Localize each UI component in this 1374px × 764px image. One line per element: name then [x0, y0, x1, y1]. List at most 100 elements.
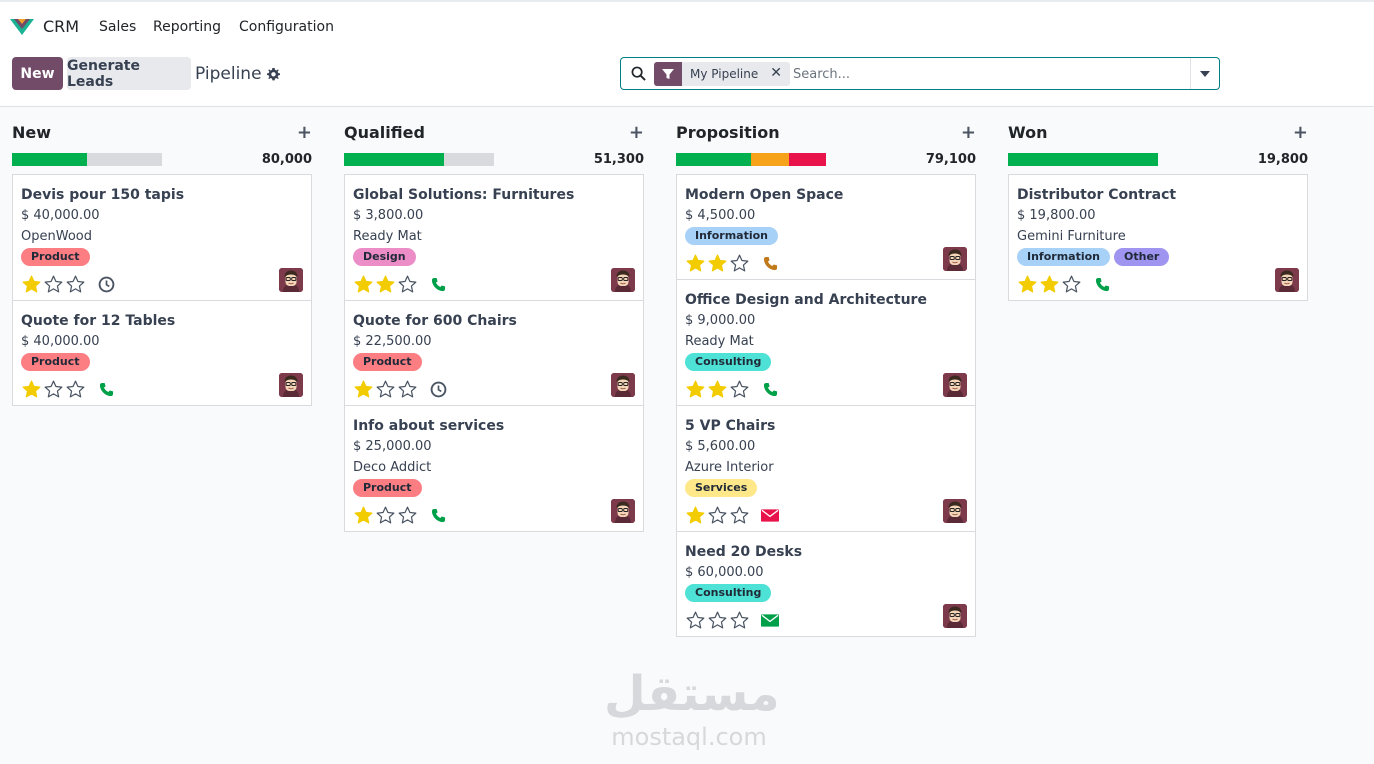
progress-segment[interactable]	[788, 153, 826, 166]
star-filled-icon[interactable]	[1017, 274, 1038, 295]
generate-leads-button[interactable]: Generate Leads	[67, 57, 191, 90]
star-empty-icon[interactable]	[375, 505, 396, 526]
star-filled-icon[interactable]	[375, 274, 396, 295]
star-empty-icon[interactable]	[685, 610, 706, 631]
avatar[interactable]	[279, 373, 303, 397]
crm-logo-icon[interactable]	[9, 17, 35, 37]
search-icon[interactable]	[631, 66, 646, 81]
clock-icon[interactable]	[97, 275, 115, 293]
phone-icon[interactable]	[761, 380, 779, 398]
search-facet: My Pipeline ✕	[654, 62, 790, 86]
star-empty-icon[interactable]	[729, 610, 750, 631]
star-empty-icon[interactable]	[65, 274, 86, 295]
star-empty-icon[interactable]	[1061, 274, 1082, 295]
phone-icon[interactable]	[1093, 275, 1111, 293]
column-progress: 51,300	[344, 146, 644, 174]
star-empty-icon[interactable]	[707, 610, 728, 631]
star-empty-icon[interactable]	[43, 274, 64, 295]
avatar[interactable]	[943, 247, 967, 271]
phone-icon[interactable]	[429, 506, 447, 524]
lead-card[interactable]: 5 VP Chairs $ 5,600.00 Azure Interior Servi…	[677, 406, 975, 532]
star-filled-icon[interactable]	[21, 274, 42, 295]
star-empty-icon[interactable]	[375, 379, 396, 400]
star-empty-icon[interactable]	[397, 505, 418, 526]
avatar[interactable]	[611, 268, 635, 292]
star-filled-icon[interactable]	[685, 379, 706, 400]
avatar[interactable]	[279, 268, 303, 292]
phone-icon[interactable]	[97, 380, 115, 398]
clock-icon[interactable]	[429, 380, 447, 398]
plus-icon[interactable]: +	[628, 122, 644, 143]
star-empty-icon[interactable]	[729, 253, 750, 274]
lead-card[interactable]: Info about services $ 25,000.00 Deco Addic…	[345, 406, 643, 531]
star-filled-icon[interactable]	[353, 379, 374, 400]
lead-card[interactable]: Modern Open Space $ 4,500.00 Information	[677, 175, 975, 280]
star-filled-icon[interactable]	[707, 379, 728, 400]
plus-icon[interactable]: +	[960, 122, 976, 143]
new-button[interactable]: New	[12, 57, 63, 90]
progress-segment[interactable]	[751, 153, 789, 166]
plus-icon[interactable]: +	[296, 122, 312, 143]
menu-sales[interactable]: Sales	[99, 19, 137, 35]
control-panel: New Generate Leads Pipeline My Pipeline …	[0, 51, 1374, 107]
star-empty-icon[interactable]	[43, 379, 64, 400]
star-filled-icon[interactable]	[685, 253, 706, 274]
progress-bar[interactable]	[1008, 153, 1158, 166]
lead-card[interactable]: Quote for 12 Tables $ 40,000.00 Product	[13, 301, 311, 405]
progress-bar[interactable]	[12, 153, 162, 166]
chevron-down-icon[interactable]	[1190, 58, 1219, 89]
envelope-red-icon[interactable]	[761, 506, 779, 524]
card-company: Azure Interior	[685, 460, 774, 475]
progress-bar[interactable]	[344, 153, 494, 166]
star-filled-icon[interactable]	[707, 253, 728, 274]
avatar[interactable]	[611, 499, 635, 523]
star-filled-icon[interactable]	[1039, 274, 1060, 295]
star-empty-icon[interactable]	[397, 274, 418, 295]
plus-icon[interactable]: +	[1292, 122, 1308, 143]
star-filled-icon[interactable]	[353, 274, 374, 295]
tag-badge: Consulting	[685, 584, 772, 602]
lead-card[interactable]: Global Solutions: Furnitures $ 3,800.00 Re…	[345, 175, 643, 301]
progress-bar[interactable]	[676, 153, 826, 166]
tag-badge: Information	[1017, 248, 1110, 266]
gear-icon[interactable]	[266, 67, 280, 81]
lead-card[interactable]: Office Design and Architecture $ 9,000.00…	[677, 280, 975, 406]
star-empty-icon[interactable]	[707, 505, 728, 526]
avatar[interactable]	[611, 373, 635, 397]
avatar[interactable]	[1275, 268, 1299, 292]
menu-configuration[interactable]: Configuration	[239, 19, 334, 35]
star-filled-icon[interactable]	[685, 505, 706, 526]
avatar[interactable]	[943, 373, 967, 397]
menu-reporting[interactable]: Reporting	[153, 19, 222, 35]
progress-segment[interactable]	[344, 153, 445, 166]
tag-badge: Product	[353, 353, 422, 371]
avatar[interactable]	[943, 604, 967, 628]
progress-segment[interactable]	[676, 153, 751, 166]
star-filled-icon[interactable]	[21, 379, 42, 400]
star-filled-icon[interactable]	[353, 505, 374, 526]
lead-card[interactable]: Distributor Contract $ 19,800.00 Gemini Fu…	[1009, 175, 1307, 300]
search-input[interactable]	[793, 62, 1183, 86]
top-navbar: CRM Sales Reporting Configuration	[0, 0, 1374, 51]
lead-card[interactable]: Quote for 600 Chairs $ 22,500.00 Product	[345, 301, 643, 406]
phone-icon[interactable]	[429, 275, 447, 293]
star-empty-icon[interactable]	[397, 379, 418, 400]
lead-card[interactable]: Need 20 Desks $ 60,000.00 Consulting	[677, 532, 975, 636]
phone-orange-icon[interactable]	[761, 254, 779, 272]
progress-segment[interactable]	[1008, 153, 1158, 166]
card-footer	[685, 604, 967, 636]
star-empty-icon[interactable]	[65, 379, 86, 400]
lead-card[interactable]: Devis pour 150 tapis $ 40,000.00 OpenWood P…	[13, 175, 311, 301]
envelope-green-icon[interactable]	[761, 611, 779, 629]
progress-segment[interactable]	[12, 153, 87, 166]
star-empty-icon[interactable]	[729, 505, 750, 526]
column-header: New +	[12, 120, 312, 146]
avatar[interactable]	[943, 499, 967, 523]
card-amount: $ 4,500.00	[685, 208, 756, 223]
card-company: Ready Mat	[685, 334, 754, 349]
card-title: Quote for 600 Chairs	[353, 313, 517, 329]
app-name[interactable]: CRM	[43, 17, 80, 36]
star-empty-icon[interactable]	[729, 379, 750, 400]
close-icon[interactable]: ✕	[770, 65, 782, 81]
column-header: Qualified +	[344, 120, 644, 146]
